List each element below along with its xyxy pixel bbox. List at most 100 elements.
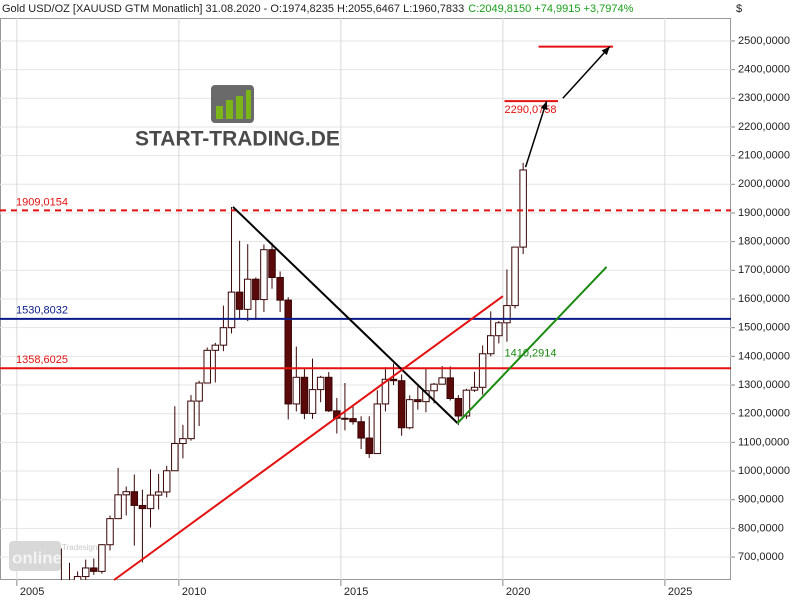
candle-body <box>462 389 471 417</box>
candle-body <box>187 400 195 440</box>
candle-body <box>300 376 309 414</box>
candle-body <box>478 353 487 388</box>
currency: $ <box>736 3 742 15</box>
candle-body <box>114 494 122 520</box>
y-tick-label: 1700,0000 <box>738 264 790 276</box>
candle-body <box>146 494 155 510</box>
candle-body <box>519 169 527 248</box>
candle-body <box>260 249 268 301</box>
y-tick-label: 1900,0000 <box>738 207 790 219</box>
candle-body <box>81 567 90 578</box>
trend-line <box>456 266 608 424</box>
candle-body <box>349 418 357 423</box>
candle-body <box>446 377 454 399</box>
candle-body <box>211 344 220 351</box>
y-tick-label: 2300,0000 <box>738 92 790 104</box>
logo-text: START-TRADING.DE <box>135 128 340 151</box>
candle-body <box>98 544 106 572</box>
y-tick-label: 1000,0000 <box>738 465 790 477</box>
candle-body <box>308 389 317 414</box>
candle-body <box>195 382 203 402</box>
candle-body <box>405 399 414 429</box>
x-tick-label: 2020 <box>506 586 530 598</box>
candle-body <box>373 403 382 455</box>
y-tick-label: 700,0000 <box>738 551 784 563</box>
candle-body <box>154 491 163 496</box>
x-tick-label: 2015 <box>344 586 368 598</box>
watermark-text: online <box>12 548 62 567</box>
x-tick-label: 2005 <box>20 586 44 598</box>
candle-body <box>454 397 463 417</box>
candle-body <box>438 377 446 385</box>
level-label: 1909,0154 <box>16 196 68 208</box>
y-tick-label: 1100,0000 <box>738 436 789 448</box>
watermark: online Tradesignal <box>9 541 104 571</box>
candle-body <box>90 567 98 572</box>
candle-body <box>365 437 373 455</box>
header: Gold USD/OZ [XAUUSD GTM Monatlich] 31.08… <box>2 3 634 15</box>
candle-body <box>122 491 130 496</box>
candle-body <box>227 291 236 329</box>
candle-body <box>341 417 349 420</box>
candle-body <box>397 380 406 429</box>
candle-body <box>235 291 244 310</box>
arrow-head <box>540 101 548 111</box>
candle-body <box>511 246 519 307</box>
candle-body <box>495 322 503 337</box>
level-label: 2290,0758 <box>505 104 557 116</box>
trend-line <box>113 295 504 581</box>
y-tick-label: 800,0000 <box>738 522 784 534</box>
candle-body <box>389 378 398 382</box>
logo: START-TRADING.DE <box>135 85 340 151</box>
candle-body <box>414 399 422 403</box>
candle-body <box>179 438 187 445</box>
candle-body <box>162 470 171 493</box>
candle-body <box>316 376 325 391</box>
y-tick-label: 1500,0000 <box>738 322 790 334</box>
candle-body <box>138 504 147 510</box>
candle-body <box>430 383 438 392</box>
annotations: 1909,0154 1530,8032 1358,6025 2290,0758 1410… <box>0 45 731 581</box>
candle-body <box>73 576 82 580</box>
candle-body <box>292 376 301 405</box>
candle-body <box>171 443 179 472</box>
arrow-line <box>524 100 548 168</box>
candle-body <box>203 349 211 384</box>
candle-body <box>486 335 495 355</box>
y-tick-label: 1400,0000 <box>738 350 790 362</box>
arrow-head <box>601 46 610 56</box>
candle-body <box>470 386 479 391</box>
candle-body <box>503 305 511 324</box>
y-tick-label: 2400,0000 <box>738 64 790 76</box>
x-tick-label: 2025 <box>668 586 692 598</box>
y-tick-label: 1600,0000 <box>738 293 790 305</box>
x-tick-label: 2010 <box>182 586 206 598</box>
candle-body <box>357 421 365 439</box>
y-tick-label: 900,0000 <box>738 494 784 506</box>
y-tick-label: 2500,0000 <box>738 35 790 47</box>
trend-line <box>232 206 459 424</box>
level-label: 1358,6025 <box>16 354 68 366</box>
level-label: 1530,8032 <box>16 305 68 317</box>
y-tick-label: 2200,0000 <box>738 121 790 133</box>
candle-body <box>276 276 284 301</box>
trend-label: 1410,2914 <box>505 347 557 359</box>
candle-body <box>268 249 276 278</box>
candle-body <box>219 327 228 346</box>
candle-body <box>252 278 260 301</box>
header-info: Gold USD/OZ [XAUUSD GTM Monatlich] 31.08… <box>2 3 464 15</box>
arrow-line <box>562 46 611 99</box>
candle-body <box>284 299 292 405</box>
candle-body <box>243 278 252 310</box>
grid <box>0 18 731 580</box>
plot <box>60 162 527 580</box>
y-tick-label: 2100,0000 <box>738 150 790 162</box>
y-tick-label: 1200,0000 <box>738 408 790 420</box>
candle-body <box>324 376 333 412</box>
y-tick-label: 1300,0000 <box>738 379 790 391</box>
candle-body <box>106 518 114 546</box>
watermark-small: Tradesignal <box>62 543 104 552</box>
y-tick-label: 1800,0000 <box>738 236 790 248</box>
